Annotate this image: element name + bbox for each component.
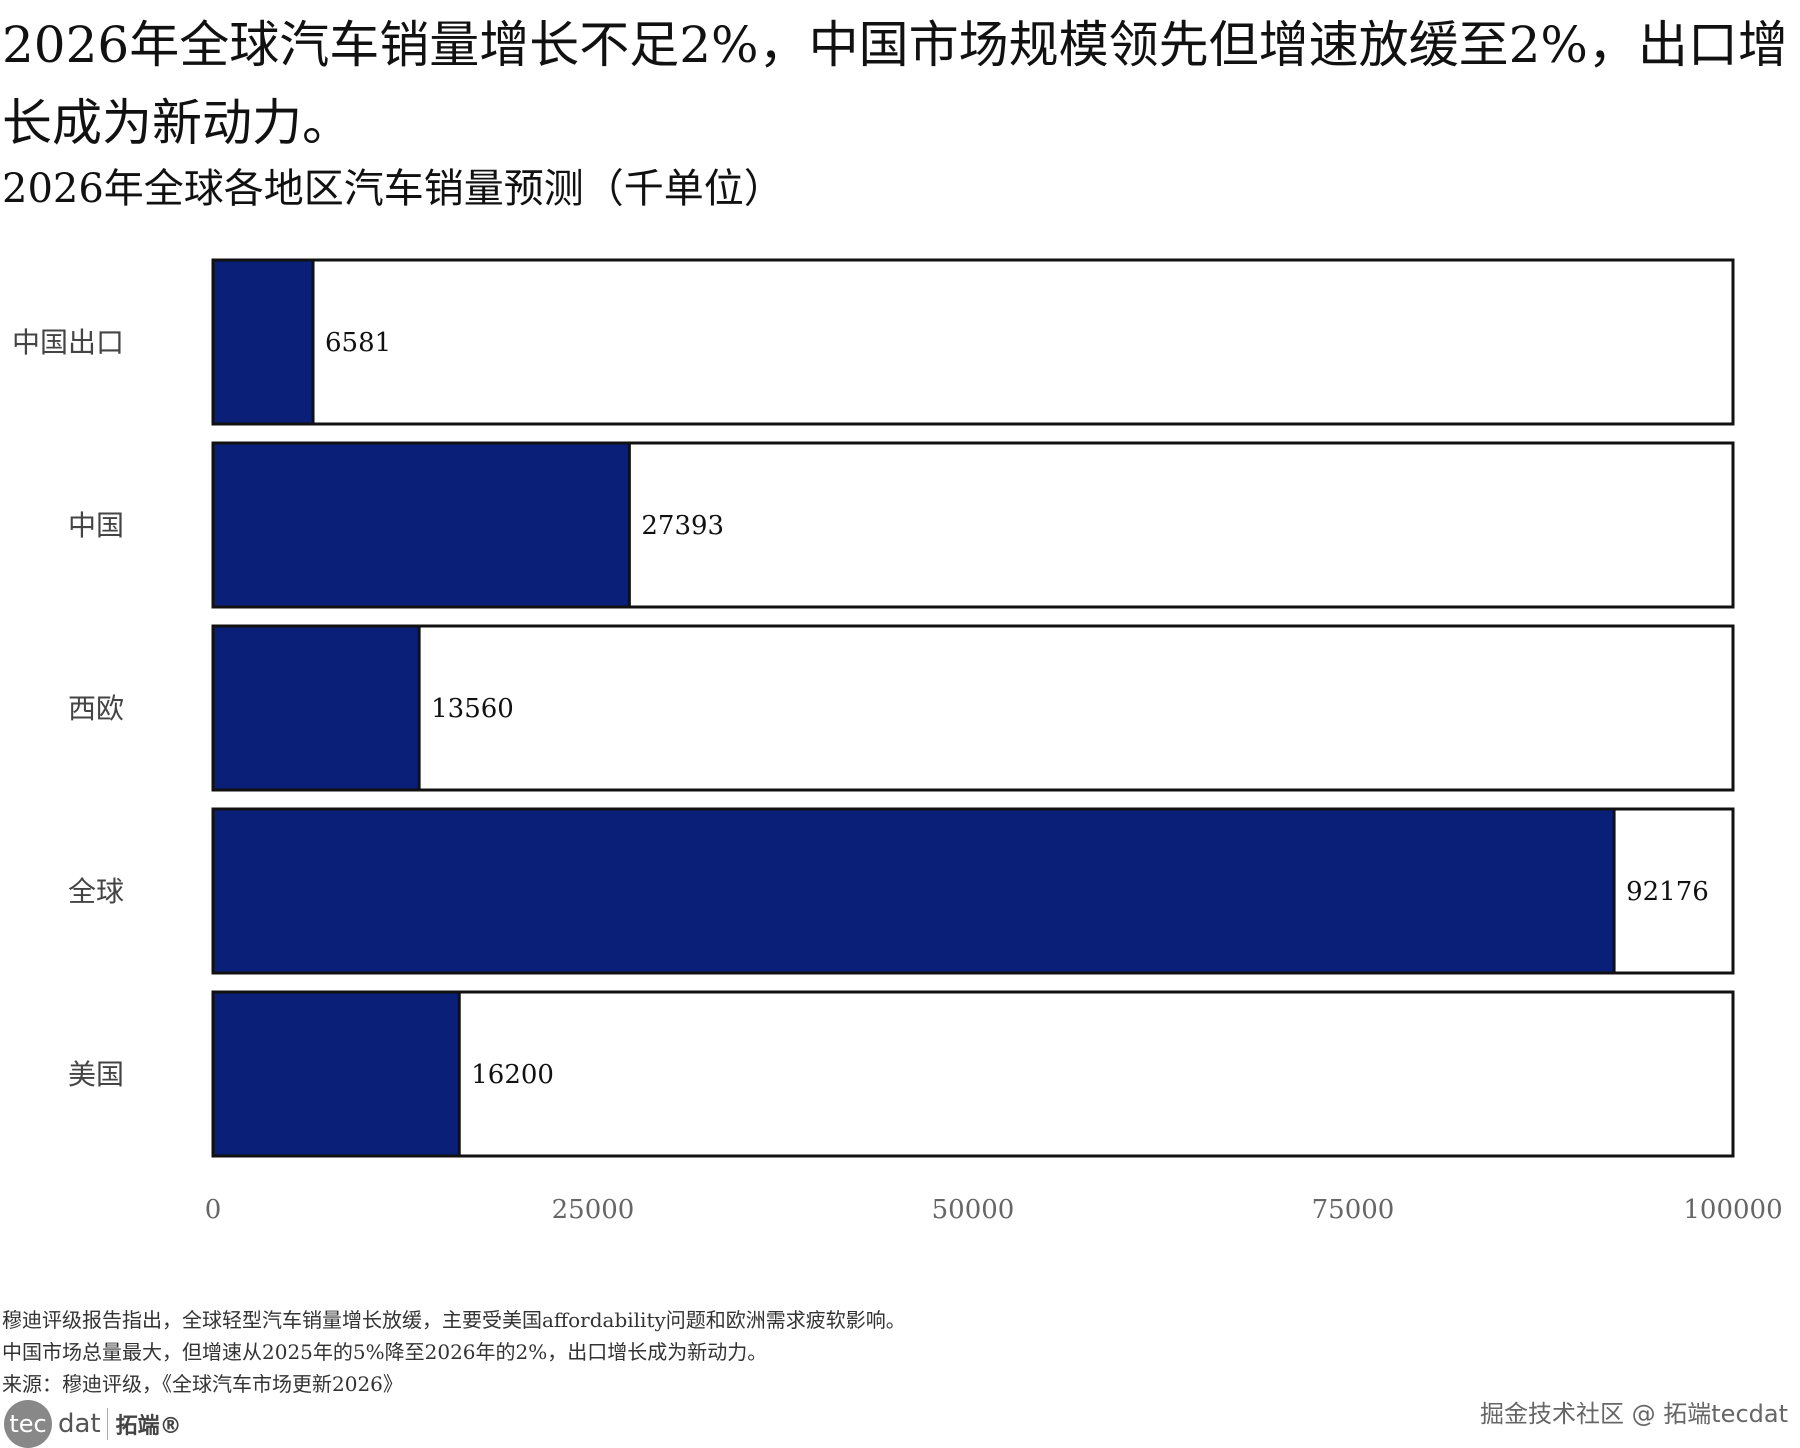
category-label: 全球 <box>68 875 124 908</box>
logo-circle: tec <box>4 1400 52 1448</box>
bar-track <box>211 990 1735 1158</box>
bar <box>211 624 421 792</box>
data-label: 16200 <box>471 1060 554 1090</box>
x-tick-label: 75000 <box>1312 1195 1395 1225</box>
bar-track <box>211 624 1735 792</box>
bar <box>211 258 315 426</box>
logo-text: dat <box>58 1409 101 1439</box>
category-label: 美国 <box>68 1058 124 1091</box>
footnote-2: 中国市场总量最大，但增速从2025年的5%降至2026年的2%，出口增长成为新动… <box>2 1340 768 1364</box>
chart-title: 2026年全球各地区汽车销量预测（千单位） <box>2 166 784 212</box>
x-tick-label: 0 <box>205 1195 222 1225</box>
x-tick-label: 100000 <box>1683 1195 1782 1225</box>
watermark: 掘金技术社区 @ 拓端tecdat <box>1480 1400 1788 1428</box>
x-tick-label: 50000 <box>932 1195 1015 1225</box>
category-label: 中国 <box>68 509 124 542</box>
main-title: 2026年全球汽车销量增长不足2%，中国市场规模领先但增速放缓至2%，出口增长成… <box>2 16 1788 152</box>
data-label: 27393 <box>641 511 724 541</box>
category-label: 西欧 <box>68 692 124 725</box>
category-label: 中国出口 <box>12 326 124 359</box>
tecdat-logo: tec dat 拓端® <box>4 1400 182 1448</box>
data-label: 13560 <box>431 694 514 724</box>
logo-cn: 拓端® <box>106 1408 182 1440</box>
bar <box>211 441 631 609</box>
x-tick-label: 25000 <box>552 1195 635 1225</box>
bar <box>211 807 1616 975</box>
data-label: 92176 <box>1626 877 1709 907</box>
bar-track <box>211 258 1735 426</box>
footnote-1: 穆迪评级报告指出，全球轻型汽车销量增长放缓，主要受美国affordability… <box>2 1308 906 1332</box>
bar <box>211 990 461 1158</box>
bar-chart: 6581 中国出口 27393 中国 13560 西欧 92176 全球 16200 美国 0 250… <box>12 258 1783 1225</box>
footnote-source: 来源：穆迪评级，《全球汽车市场更新2026》 <box>2 1372 403 1396</box>
data-label: 6581 <box>325 328 391 358</box>
